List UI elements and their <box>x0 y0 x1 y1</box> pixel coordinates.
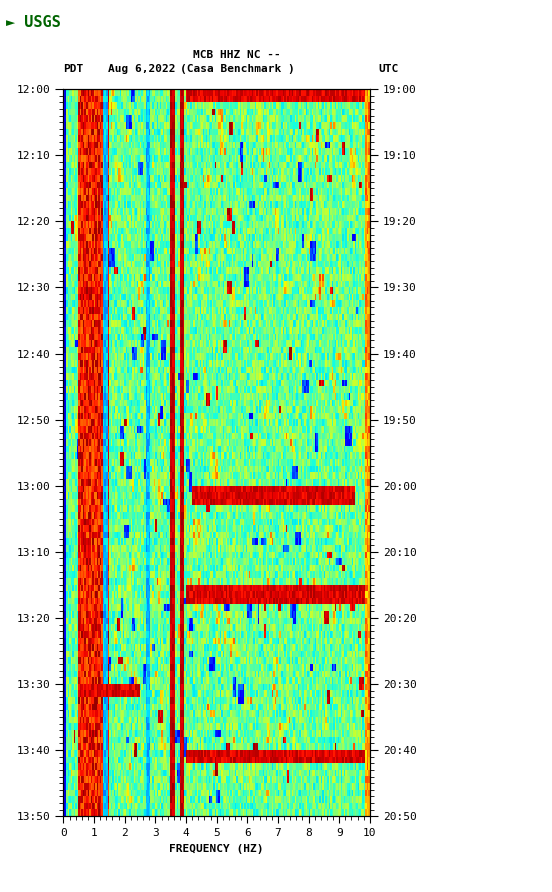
X-axis label: FREQUENCY (HZ): FREQUENCY (HZ) <box>169 844 264 854</box>
Text: ► USGS: ► USGS <box>6 15 60 29</box>
Text: PDT: PDT <box>63 63 84 74</box>
Text: MCB HHZ NC --: MCB HHZ NC -- <box>194 50 281 61</box>
Text: (Casa Benchmark ): (Casa Benchmark ) <box>180 63 295 74</box>
Text: Aug 6,2022: Aug 6,2022 <box>108 63 175 74</box>
Text: UTC: UTC <box>378 63 399 74</box>
